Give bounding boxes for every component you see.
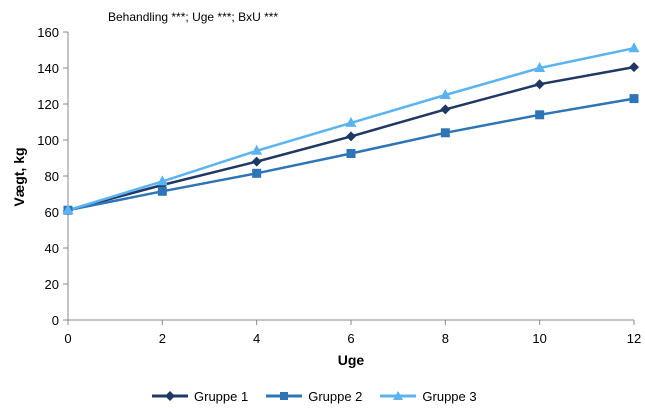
x-tick-label: 10 bbox=[532, 331, 546, 346]
legend-item-gruppe-3: Gruppe 3 bbox=[378, 388, 477, 404]
data-point-gruppe-3 bbox=[251, 144, 263, 155]
data-point-gruppe-2 bbox=[629, 94, 639, 104]
y-tick-label: 120 bbox=[37, 97, 59, 112]
legend-marker-triangle bbox=[380, 391, 417, 400]
y-tick-label: 60 bbox=[45, 205, 59, 220]
data-point-gruppe-1 bbox=[440, 104, 451, 115]
data-point-gruppe-3 bbox=[345, 116, 357, 127]
legend: Gruppe 1 Gruppe 2 Gruppe 3 bbox=[150, 387, 493, 405]
statistics-annotation: Behandling ***; Uge ***; BxU *** bbox=[108, 10, 279, 24]
y-tick-label: 80 bbox=[45, 169, 59, 184]
y-tick-label: 0 bbox=[52, 313, 59, 328]
legend-label: Gruppe 1 bbox=[194, 388, 249, 404]
data-point-gruppe-2 bbox=[252, 168, 262, 178]
x-tick-label: 4 bbox=[253, 331, 260, 346]
legend-label: Gruppe 2 bbox=[308, 388, 363, 404]
axes: 0 20 40 60 80 100 120 140 160 0 2 4 6 8 10 12 bbox=[37, 25, 641, 346]
plot-area bbox=[62, 42, 640, 216]
data-point-gruppe-1 bbox=[251, 156, 262, 167]
data-point-gruppe-1 bbox=[346, 131, 356, 142]
y-tick-label: 140 bbox=[37, 61, 59, 76]
data-point-gruppe-1 bbox=[629, 62, 639, 73]
y-tick-label: 40 bbox=[45, 241, 59, 256]
data-point-gruppe-1 bbox=[534, 79, 545, 90]
x-tick-label: 12 bbox=[627, 331, 641, 346]
y-tick-label: 20 bbox=[45, 277, 59, 292]
data-point-gruppe-2 bbox=[346, 149, 356, 158]
legend-label: Gruppe 3 bbox=[422, 388, 477, 404]
data-point-gruppe-2 bbox=[440, 128, 450, 138]
y-tick-label: 160 bbox=[37, 25, 59, 40]
x-tick-label: 6 bbox=[347, 331, 354, 346]
legend-marker-square bbox=[266, 392, 303, 400]
data-point-gruppe-3 bbox=[62, 204, 74, 215]
x-tick-label: 0 bbox=[64, 331, 71, 346]
series-line-gruppe-3 bbox=[67, 46, 635, 212]
legend-item-gruppe-1: Gruppe 1 bbox=[150, 389, 248, 404]
legend-item-gruppe-2: Gruppe 2 bbox=[264, 389, 362, 404]
data-point-gruppe-3 bbox=[628, 42, 640, 53]
x-tick-label: 8 bbox=[442, 331, 449, 346]
data-point-gruppe-3 bbox=[156, 175, 168, 186]
y-axis-title: Vægt, kg bbox=[11, 147, 27, 206]
data-point-gruppe-3 bbox=[534, 62, 546, 72]
x-tick-label: 2 bbox=[159, 331, 166, 346]
legend-marker-diamond bbox=[152, 391, 188, 401]
data-point-gruppe-2 bbox=[535, 110, 545, 120]
x-axis-title: Uge bbox=[338, 352, 365, 368]
data-point-gruppe-3 bbox=[439, 89, 451, 99]
y-tick-label: 100 bbox=[37, 133, 59, 148]
data-point-gruppe-2 bbox=[157, 186, 167, 196]
